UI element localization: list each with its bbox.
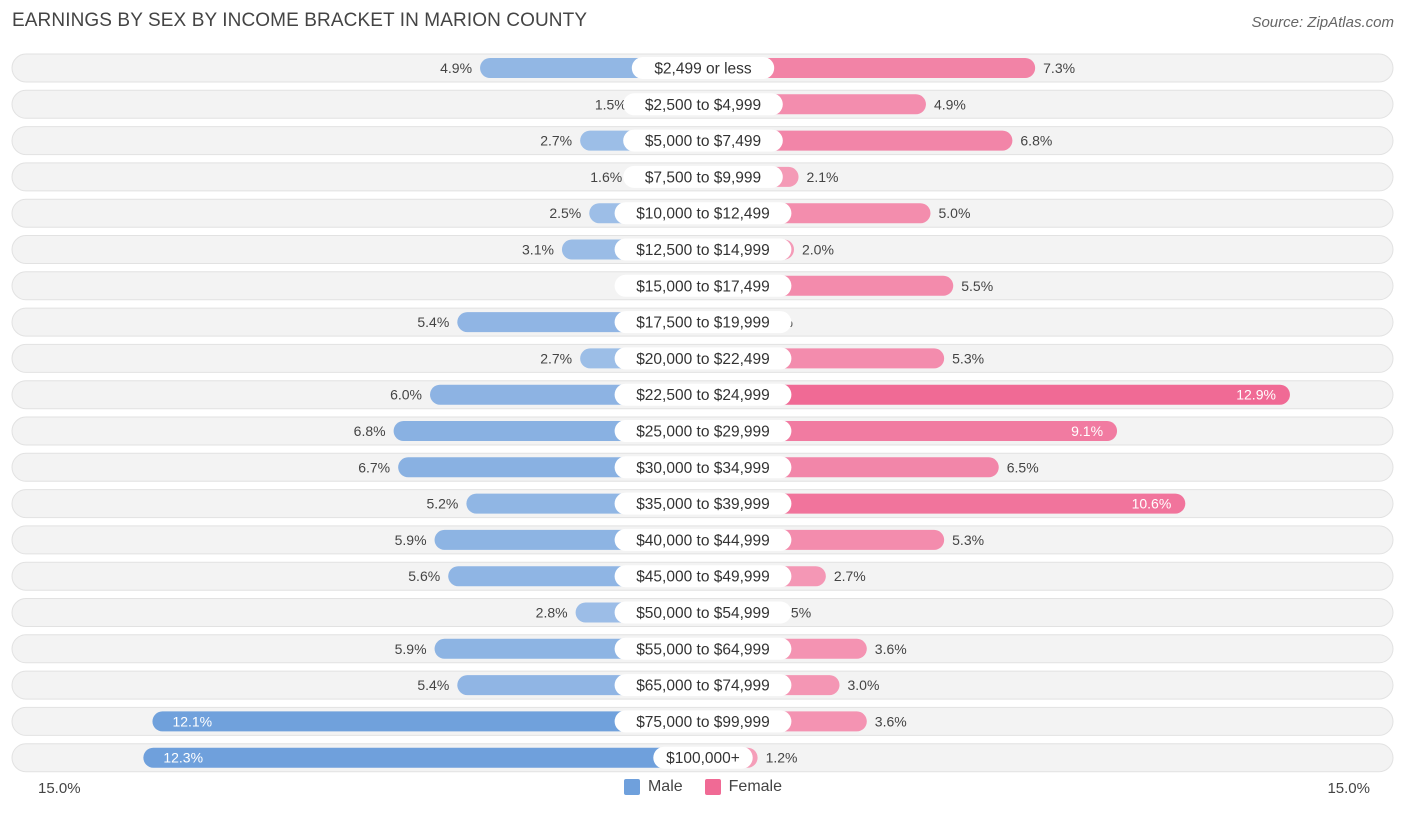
value-label-male: 2.7% [540,350,572,366]
value-label-female: 10.6% [1132,496,1172,512]
category-label: $12,500 to $14,999 [636,242,770,259]
category-pill [614,601,792,624]
value-label-male: 1.6% [590,169,622,185]
value-label-male: 6.7% [358,459,390,475]
value-label-female: 2.1% [807,169,839,185]
category-label: $50,000 to $54,999 [636,605,770,622]
category-pill [614,202,792,225]
value-label-male: 5.4% [417,314,449,330]
value-label-male: 5.4% [417,677,449,693]
value-label-female: 6.8% [1020,133,1052,149]
legend-item-female[interactable]: Female [704,778,783,796]
value-label-female: 12.9% [1236,387,1276,403]
category-label: $45,000 to $49,999 [636,569,770,586]
axis-right-label: 15.0% [1327,780,1370,797]
value-label-female: 3.6% [875,713,907,729]
category-pill [614,456,792,479]
bar-female [703,421,1118,441]
value-label-male: 12.1% [172,713,212,729]
value-label-male: 4.9% [440,60,472,76]
category-label: $35,000 to $39,999 [636,496,770,513]
category-pill [614,528,792,551]
value-label-male: 3.1% [522,242,554,258]
category-label: $20,000 to $22,499 [636,351,770,368]
bar-female [703,493,1186,514]
bar-male [143,747,704,768]
value-label-male: 5.2% [426,496,458,512]
value-label-female: 2.0% [802,242,834,258]
category-pill [614,311,792,334]
value-label-female: 3.0% [848,677,880,693]
value-label-male: 5.9% [395,641,427,657]
category-pill [614,347,792,370]
value-label-male: 5.9% [395,532,427,548]
category-pill [614,420,792,442]
legend-swatch-female [704,779,721,795]
category-pill [614,637,792,660]
category-pill [653,746,753,769]
value-label-female: 5.5% [961,278,993,294]
category-pill [614,274,792,297]
value-label-male: 5.6% [408,568,440,584]
axis-left-label: 15.0% [38,780,81,797]
value-label-female: 5.3% [952,532,984,548]
category-label: $40,000 to $44,999 [636,532,770,549]
category-label: $17,500 to $19,999 [636,315,770,332]
category-pill [631,57,775,79]
category-pill [614,383,792,406]
legend-label-male: Male [647,778,683,795]
category-label: $75,000 to $99,999 [636,714,770,731]
value-label-male: 2.8% [536,605,568,621]
category-label: $2,500 to $4,999 [645,97,761,114]
value-label-female: 2.7% [834,568,866,584]
category-pill [623,165,783,188]
value-label-female: 6.5% [1007,459,1039,475]
value-label-male: 2.7% [540,133,572,149]
legend-swatch-male [623,779,640,795]
category-pill [614,710,792,733]
category-label: $100,000+ [666,750,740,767]
category-label: $22,500 to $24,999 [636,387,770,404]
value-label-female: 5.3% [952,350,984,366]
category-label: $65,000 to $74,999 [636,678,770,695]
value-label-male: 12.3% [163,750,203,766]
bar-female [703,58,1036,78]
category-label: $5,000 to $7,499 [645,133,761,150]
value-label-female: 3.6% [875,641,907,657]
category-label: $2,499 or less [654,61,752,78]
bar-female [703,384,1290,405]
value-label-female: 7.3% [1043,60,1075,76]
category-label: $25,000 to $29,999 [636,424,770,441]
value-label-female: 1.2% [766,750,798,766]
category-label: $55,000 to $64,999 [636,641,770,658]
value-label-male: 1.5% [595,96,627,112]
value-label-male: 6.8% [354,423,386,439]
category-pill [614,238,792,261]
legend-label-female: Female [728,778,783,795]
value-label-female: 4.9% [934,96,966,112]
category-pill [614,492,792,515]
value-label-female: 5.0% [939,205,971,221]
bar-male [152,711,703,732]
value-label-female: 9.1% [1071,423,1103,439]
category-label: $10,000 to $12,499 [636,206,770,223]
value-label-male: 2.5% [549,205,581,221]
category-pill [623,129,783,152]
category-label: $30,000 to $34,999 [636,460,770,477]
category-pill [614,565,792,588]
legend-item-male[interactable]: Male [623,778,683,796]
chart-source: Source: ZipAtlas.com [1251,14,1394,31]
category-label: $15,000 to $17,499 [636,278,770,295]
category-pill [614,674,792,697]
legend: Male Female [0,778,1406,796]
category-pill [623,93,783,116]
category-label: $7,500 to $9,999 [645,169,761,186]
chart-title: EARNINGS BY SEX BY INCOME BRACKET IN MAR… [12,10,588,31]
value-label-male: 6.0% [390,387,422,403]
